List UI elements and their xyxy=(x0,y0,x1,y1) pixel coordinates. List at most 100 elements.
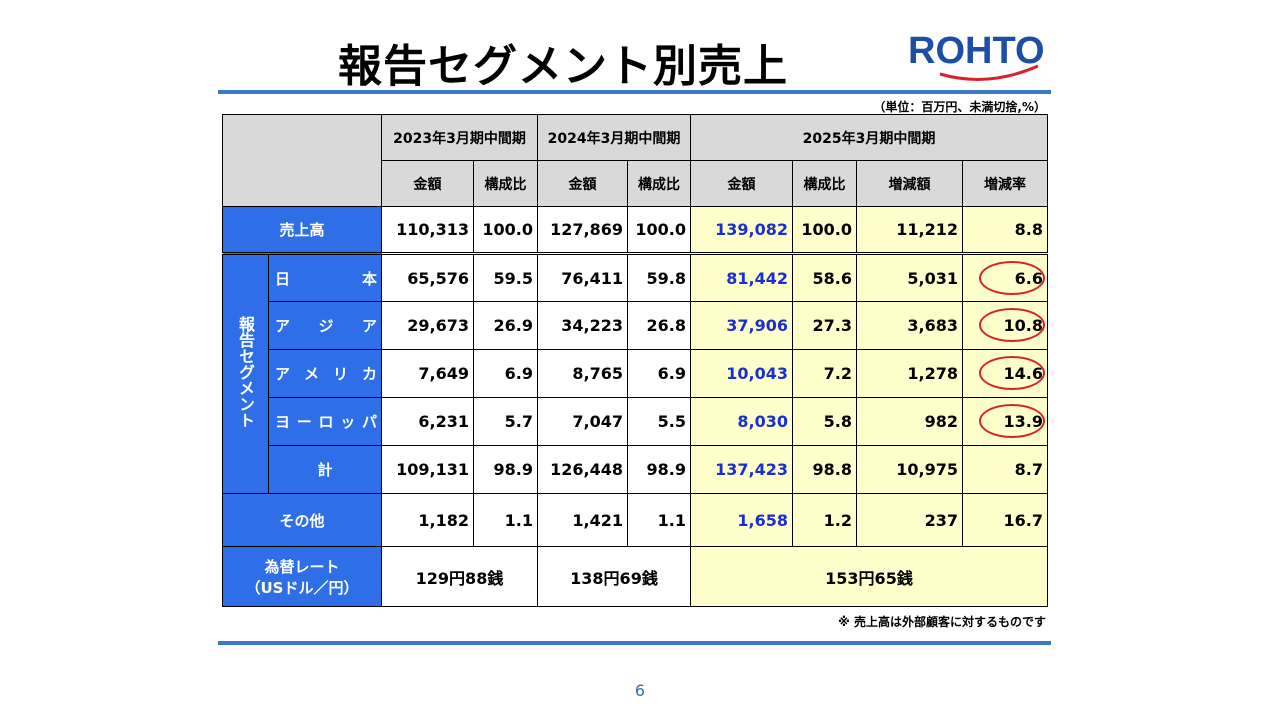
cell: 100.0 xyxy=(792,206,857,254)
cell: 27.3 xyxy=(792,301,857,350)
cell: 237 xyxy=(856,493,963,547)
row-label-other: その他 xyxy=(222,493,382,547)
label-char: ア xyxy=(361,317,377,335)
cell-circled: 14.6 xyxy=(962,349,1048,398)
cell: 26.9 xyxy=(473,301,538,350)
fx-label-line1: 為替レート xyxy=(264,557,340,576)
cell: 5.7 xyxy=(473,397,538,446)
label-char: ア xyxy=(275,365,291,383)
row-label-asia: アジア xyxy=(268,301,382,350)
logo-swoosh-icon xyxy=(939,64,1039,81)
table-row-japan: 報告セグメント 日本 65,576 59.5 76,411 59.8 81,44… xyxy=(222,252,1048,494)
cell: 1,182 xyxy=(381,493,474,547)
page-number: 6 xyxy=(634,681,646,700)
highlight-circle-icon xyxy=(979,404,1045,438)
rohto-logo: ROHTO xyxy=(908,30,1045,82)
cell: 37,906 xyxy=(690,301,793,350)
cell: 98.9 xyxy=(627,445,691,494)
header-corner xyxy=(222,114,382,207)
row-label-europe: ヨーロッパ xyxy=(268,397,382,446)
row-label-sales: 売上高 xyxy=(222,206,382,254)
subheader: 金額 xyxy=(690,160,793,207)
label-char: ッ xyxy=(340,413,356,431)
footnote: ※ 売上高は外部顧客に対するものです xyxy=(838,615,1046,629)
subheader: 構成比 xyxy=(473,160,538,207)
fx-cell: 153円65銭 xyxy=(690,546,1048,607)
highlight-circle-icon xyxy=(979,261,1045,295)
row-label-japan: 日本 xyxy=(268,252,382,302)
cell: 982 xyxy=(856,397,963,446)
cell: 100.0 xyxy=(473,206,538,254)
cell: 8.8 xyxy=(962,206,1048,254)
subheader: 構成比 xyxy=(627,160,691,207)
cell: 59.8 xyxy=(627,252,691,302)
cell: 137,423 xyxy=(690,445,793,494)
page-title: 報告セグメント別売上 xyxy=(338,41,788,92)
table-row-sales: 売上高 110,313 100.0 127,869 100.0 139,082 … xyxy=(222,206,1048,254)
cell: 1.1 xyxy=(627,493,691,547)
label-char: ヨ xyxy=(275,413,291,431)
label-char: 日 xyxy=(275,269,291,288)
cell: 29,673 xyxy=(381,301,474,350)
cell: 110,313 xyxy=(381,206,474,254)
period-header: 2023年3月期中間期 xyxy=(381,114,538,161)
highlight-circle-icon xyxy=(979,356,1045,390)
cell: 6,231 xyxy=(381,397,474,446)
subheader: 増減額 xyxy=(856,160,963,207)
subheader: 金額 xyxy=(381,160,474,207)
label-char: ジ xyxy=(318,317,334,335)
cell: 34,223 xyxy=(537,301,628,350)
cell: 76,411 xyxy=(537,252,628,302)
subheader: 金額 xyxy=(537,160,628,207)
cell: 8.7 xyxy=(962,445,1048,494)
period-header: 2024年3月期中間期 xyxy=(537,114,691,161)
table-row-europe: ヨーロッパ 6,231 5.7 7,047 5.5 8,030 5.8 982 … xyxy=(223,397,1048,446)
unit-note: （単位：百万円、未満切捨,%） xyxy=(873,100,1046,114)
cell: 6.9 xyxy=(473,349,538,398)
subheader: 増減率 xyxy=(962,160,1048,207)
subheader: 構成比 xyxy=(792,160,857,207)
cell: 58.6 xyxy=(792,252,857,302)
label-char: パ xyxy=(361,413,377,431)
fx-cell: 129円88銭 xyxy=(381,546,538,607)
cell: 8,030 xyxy=(690,397,793,446)
cell-circled: 13.9 xyxy=(962,397,1048,446)
cell: 6.9 xyxy=(627,349,691,398)
cell: 8,765 xyxy=(537,349,628,398)
label-char: ア xyxy=(275,317,291,335)
cell: 3,683 xyxy=(856,301,963,350)
cell: 100.0 xyxy=(627,206,691,254)
row-label-fx: 為替レート （USドル／円） xyxy=(222,546,382,607)
cell: 5.5 xyxy=(627,397,691,446)
cell: 126,448 xyxy=(537,445,628,494)
label-char: メ xyxy=(303,365,319,383)
bottom-divider xyxy=(218,641,1051,645)
cell: 1.2 xyxy=(792,493,857,547)
cell: 109,131 xyxy=(381,445,474,494)
cell: 10,043 xyxy=(690,349,793,398)
logo-text: ROHTO xyxy=(908,30,1045,72)
label-char: カ xyxy=(361,365,377,383)
cell: 7,047 xyxy=(537,397,628,446)
cell: 11,212 xyxy=(856,206,963,254)
cell: 5.8 xyxy=(792,397,857,446)
top-divider xyxy=(218,90,1051,94)
cell: 1.1 xyxy=(473,493,538,547)
cell-circled: 10.8 xyxy=(962,301,1048,350)
cell: 127,869 xyxy=(537,206,628,254)
cell: 7,649 xyxy=(381,349,474,398)
row-label-america: アメリカ xyxy=(268,349,382,398)
period-header: 2025年3月期中間期 xyxy=(690,114,1048,161)
cell: 5,031 xyxy=(856,252,963,302)
highlight-circle-icon xyxy=(979,308,1045,342)
cell-circled: 6.6 xyxy=(962,252,1048,302)
segment-group-label: 報告セグメント xyxy=(222,252,269,494)
cell: 81,442 xyxy=(690,252,793,302)
cell: 1,278 xyxy=(856,349,963,398)
segment-group-text: 報告セグメント xyxy=(236,316,255,428)
cell: 65,576 xyxy=(381,252,474,302)
table-row-subtotal: 計 109,131 98.9 126,448 98.9 137,423 98.8… xyxy=(223,445,1048,494)
header-row-periods: 2023年3月期中間期 2024年3月期中間期 2025年3月期中間期 xyxy=(222,114,1048,207)
cell: 1,421 xyxy=(537,493,628,547)
table-row-other: その他 1,182 1.1 1,421 1.1 1,658 1.2 237 16… xyxy=(222,493,1048,547)
